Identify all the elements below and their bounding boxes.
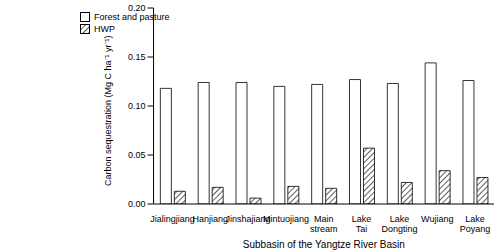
html-text:Forest and pasture: Forest and pasture (94, 12, 170, 22)
svg-text:0.20: 0.20 (128, 3, 146, 13)
svg-text:Subbasin of the Yangtze River: Subbasin of the Yangtze River Basin (243, 239, 405, 250)
svg-text:Mintuojiang: Mintuojiang (263, 214, 309, 224)
html-text:HWP: HWP (94, 24, 115, 34)
svg-text:0.10: 0.10 (128, 101, 146, 111)
svg-text:Jinshajiang: Jinshajiang (225, 214, 271, 224)
svg-text:Carbon sequestration (Mg C ha⁻: Carbon sequestration (Mg C ha⁻¹ yr⁻¹) (103, 35, 113, 186)
svg-text:0.15: 0.15 (128, 52, 146, 62)
svg-text:Hanjiang: Hanjiang (193, 214, 229, 224)
svg-text:0.00: 0.00 (128, 199, 146, 209)
svg-text:LakeDongting: LakeDongting (381, 214, 417, 234)
svg-text:Wujiang: Wujiang (421, 214, 453, 224)
svg-text:Jialingjiang: Jialingjiang (150, 214, 195, 224)
svg-text:0.05: 0.05 (128, 150, 146, 160)
svg-text:LakePoyang: LakePoyang (460, 214, 491, 234)
svg-text:Mainstream: Mainstream (310, 214, 338, 234)
svg-text:LakeTai: LakeTai (352, 214, 372, 234)
